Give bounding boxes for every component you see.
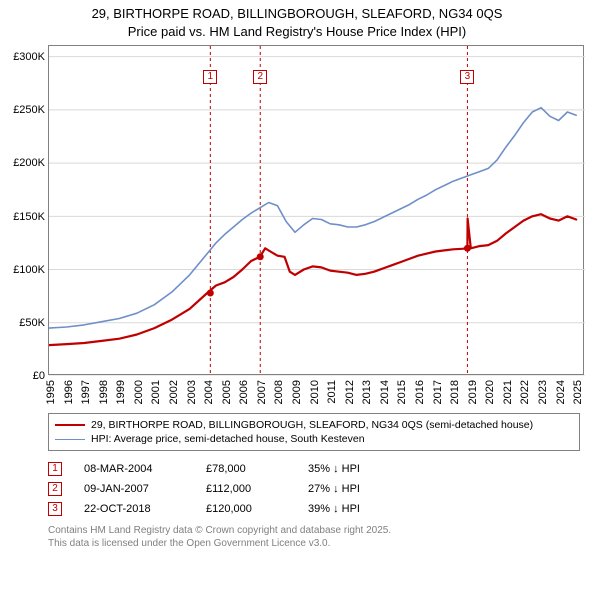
x-tick-label: 2013 [361,376,373,404]
event-row: 2 09-JAN-2007 £112,000 27% ↓ HPI [48,479,580,499]
sale-marker-badge: 3 [460,70,474,84]
event-marker-badge: 3 [48,502,62,516]
x-tick-label: 2002 [168,376,180,404]
x-tick-label: 1995 [45,376,57,404]
footer-line1: Contains HM Land Registry data © Crown c… [48,525,580,538]
x-tick-label: 2010 [309,376,321,404]
legend-label: 29, BIRTHORPE ROAD, BILLINGBOROUGH, SLEA… [91,419,533,431]
x-tick-label: 2000 [133,376,145,404]
chart-svg [49,46,585,376]
legend-row: HPI: Average price, semi-detached house,… [55,432,573,446]
y-tick-label: £150K [13,211,49,223]
event-delta: 27% ↓ HPI [308,483,360,495]
sale-marker-badge: 2 [253,70,267,84]
event-row: 3 22-OCT-2018 £120,000 39% ↓ HPI [48,499,580,519]
x-tick-label: 2020 [484,376,496,404]
event-price: £78,000 [206,463,286,475]
y-tick-label: £200K [13,157,49,169]
x-tick-label: 2011 [326,376,338,404]
x-tick-label: 2007 [256,376,268,404]
event-date: 08-MAR-2004 [84,463,184,475]
x-tick-label: 2018 [449,376,461,404]
chart-title-line1: 29, BIRTHORPE ROAD, BILLINGBOROUGH, SLEA… [4,6,590,22]
legend-swatch [55,424,85,426]
sale-dot [257,254,264,261]
sale-events-table: 1 08-MAR-2004 £78,000 35% ↓ HPI 2 09-JAN-2007… [48,459,580,519]
y-tick-label: £100K [13,264,49,276]
x-tick-label: 2014 [379,376,391,404]
x-tick-label: 1996 [63,376,75,404]
x-tick-label: 2004 [203,376,215,404]
x-tick-label: 2019 [467,376,479,404]
x-tick-label: 2016 [414,376,426,404]
event-date: 22-OCT-2018 [84,503,184,515]
event-date: 09-JAN-2007 [84,483,184,495]
legend: 29, BIRTHORPE ROAD, BILLINGBOROUGH, SLEA… [48,413,580,451]
event-marker-badge: 1 [48,462,62,476]
x-tick-label: 2022 [519,376,531,404]
x-tick-label: 2017 [432,376,444,404]
legend-row: 29, BIRTHORPE ROAD, BILLINGBOROUGH, SLEA… [55,418,573,432]
y-tick-label: £250K [13,104,49,116]
x-tick-label: 2024 [555,376,567,404]
legend-swatch [55,439,85,440]
event-row: 1 08-MAR-2004 £78,000 35% ↓ HPI [48,459,580,479]
x-tick-label: 2003 [186,376,198,404]
y-tick-label: £50K [19,317,49,329]
legend-label: HPI: Average price, semi-detached house,… [91,433,365,445]
x-tick-label: 2006 [238,376,250,404]
event-delta: 39% ↓ HPI [308,503,360,515]
plot-area: £0£50K£100K£150K£200K£250K£300K199519961… [48,45,584,375]
x-tick-label: 2012 [344,376,356,404]
x-tick-label: 2009 [291,376,303,404]
chart-title-line2: Price paid vs. HM Land Registry's House … [4,24,590,39]
attribution-footer: Contains HM Land Registry data © Crown c… [48,525,580,550]
y-tick-label: £300K [13,51,49,63]
chart-container: 29, BIRTHORPE ROAD, BILLINGBOROUGH, SLEA… [0,0,600,558]
x-tick-label: 1998 [98,376,110,404]
event-price: £120,000 [206,503,286,515]
footer-line2: This data is licensed under the Open Gov… [48,538,580,551]
event-marker-badge: 2 [48,482,62,496]
sale-dot [464,245,471,252]
x-tick-label: 2015 [396,376,408,404]
x-tick-label: 1997 [80,376,92,404]
series-price_paid [49,214,576,345]
x-tick-label: 2001 [150,376,162,404]
series-hpi [49,108,576,328]
sale-dot [207,290,214,297]
event-price: £112,000 [206,483,286,495]
sale-marker-badge: 1 [203,70,217,84]
x-tick-label: 2025 [572,376,584,404]
x-tick-label: 1999 [115,376,127,404]
event-delta: 35% ↓ HPI [308,463,360,475]
x-tick-label: 2021 [502,376,514,404]
x-tick-label: 2023 [537,376,549,404]
x-tick-label: 2008 [273,376,285,404]
x-tick-label: 2005 [221,376,233,404]
